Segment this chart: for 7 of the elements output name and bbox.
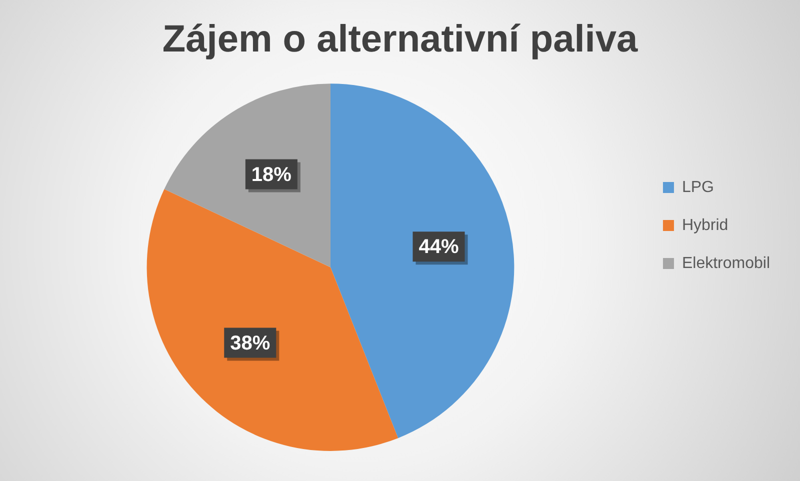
- legend-label: Elektromobil: [682, 254, 770, 272]
- legend-label: Hybrid: [682, 216, 728, 234]
- data-label: 44%: [418, 236, 459, 258]
- chart-title: Zájem o alternativní paliva: [162, 18, 638, 60]
- data-label: 18%: [251, 164, 292, 186]
- data-label: 38%: [230, 332, 270, 354]
- legend-label: LPG: [682, 178, 714, 196]
